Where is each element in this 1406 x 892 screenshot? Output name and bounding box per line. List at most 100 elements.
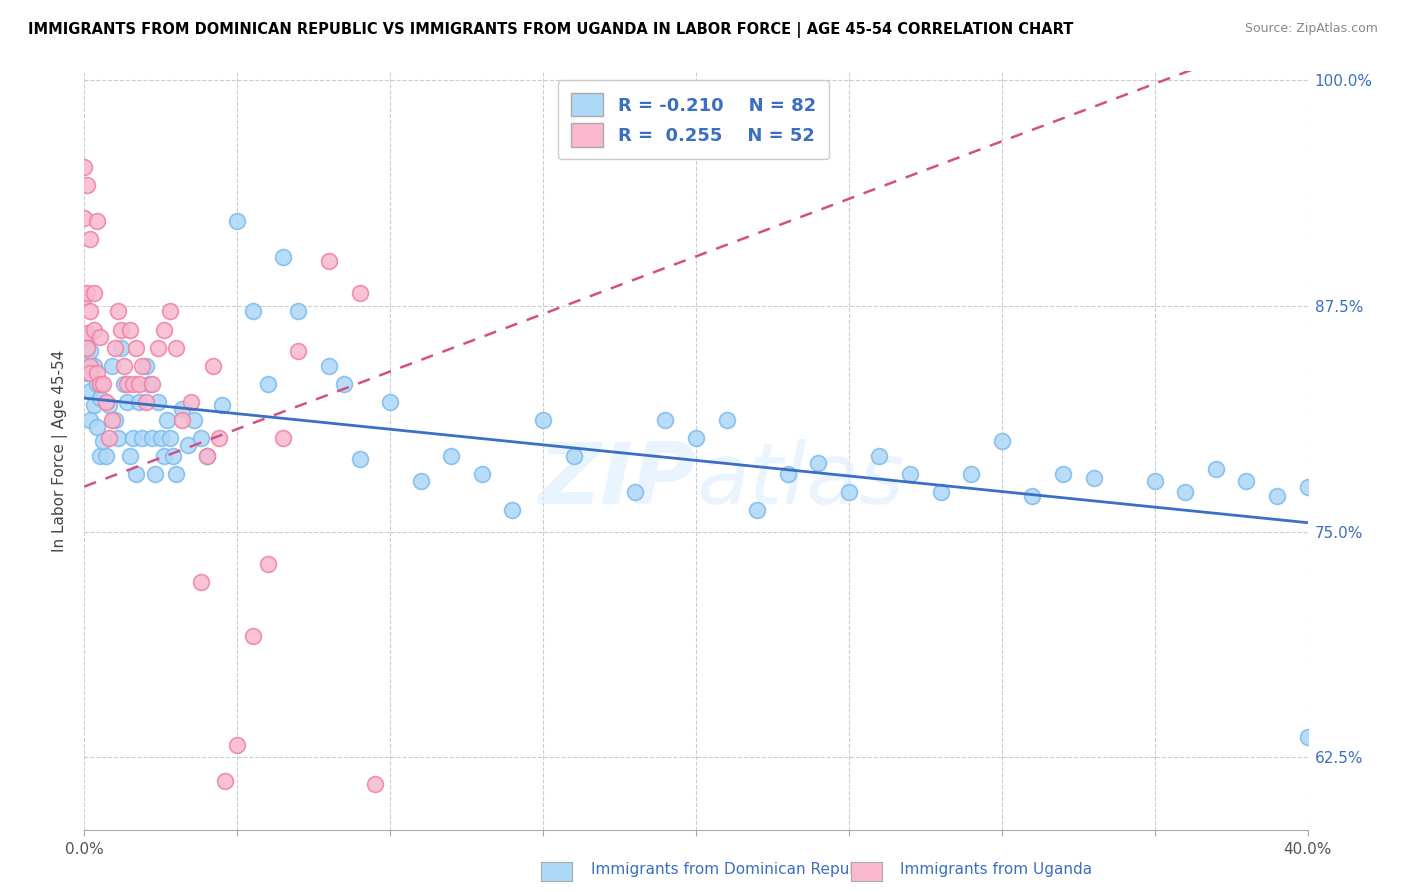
Point [1052, 467, 1074, 481]
Point [86, 366, 108, 380]
Point [1265, 489, 1288, 503]
Point [101, 413, 124, 427]
Point [271, 250, 294, 264]
Point [1205, 461, 1227, 475]
Point [73, 160, 96, 174]
Point [89, 449, 111, 463]
Point [128, 394, 150, 409]
Text: Immigrants from Uganda: Immigrants from Uganda [900, 863, 1092, 877]
Point [79, 384, 101, 398]
Point [747, 503, 769, 517]
Point [135, 394, 157, 409]
Point [869, 449, 891, 463]
Point [271, 431, 294, 445]
Point [76, 329, 98, 343]
Point [531, 413, 554, 427]
Point [122, 376, 145, 391]
Point [86, 376, 108, 391]
Point [146, 394, 169, 409]
Point [153, 322, 176, 336]
Point [128, 376, 150, 391]
Point [502, 503, 524, 517]
Text: Source: ZipAtlas.com: Source: ZipAtlas.com [1244, 22, 1378, 36]
Point [1021, 489, 1043, 503]
Point [172, 413, 194, 427]
Point [960, 467, 983, 481]
Point [471, 467, 494, 481]
Point [91, 434, 114, 449]
Point [76, 326, 98, 340]
Point [172, 401, 194, 416]
Y-axis label: In Labor Force | Age 45-54: In Labor Force | Age 45-54 [52, 350, 69, 551]
Point [257, 376, 280, 391]
Point [125, 341, 148, 355]
Point [716, 413, 738, 427]
Point [135, 359, 157, 373]
Point [318, 359, 340, 373]
Point [195, 449, 218, 463]
Point [1236, 474, 1258, 488]
Point [654, 413, 676, 427]
Point [257, 557, 280, 571]
Point [120, 322, 142, 336]
Point [86, 420, 108, 434]
Point [112, 359, 135, 373]
Point [79, 359, 101, 373]
Point [242, 629, 264, 643]
Point [1083, 470, 1105, 484]
Point [79, 304, 101, 318]
Point [115, 394, 138, 409]
Point [242, 304, 264, 318]
Point [440, 449, 463, 463]
Point [776, 467, 799, 481]
Point [214, 773, 236, 788]
Point [107, 431, 129, 445]
Point [380, 394, 402, 409]
Point [838, 485, 860, 500]
Point [89, 376, 111, 391]
Point [89, 391, 111, 405]
Point [104, 413, 127, 427]
Point [83, 398, 105, 412]
Point [97, 398, 120, 412]
Point [624, 485, 647, 500]
Point [807, 456, 830, 470]
Point [208, 431, 231, 445]
Point [183, 413, 205, 427]
Point [101, 359, 124, 373]
Point [190, 575, 212, 590]
Text: IMMIGRANTS FROM DOMINICAN REPUBLIC VS IMMIGRANTS FROM UGANDA IN LABOR FORCE | AG: IMMIGRANTS FROM DOMINICAN REPUBLIC VS IM… [28, 22, 1074, 38]
Point [110, 341, 132, 355]
Point [287, 304, 309, 318]
Point [83, 286, 105, 301]
Point [97, 431, 120, 445]
Point [131, 431, 153, 445]
Text: Immigrants from Dominican Republic: Immigrants from Dominican Republic [591, 863, 876, 877]
Point [349, 452, 371, 467]
Point [76, 341, 98, 355]
Text: atlas: atlas [696, 439, 904, 523]
Point [226, 738, 249, 752]
Point [162, 449, 184, 463]
Point [180, 394, 202, 409]
Legend: R = -0.210    N = 82, R =  0.255    N = 52: R = -0.210 N = 82, R = 0.255 N = 52 [558, 80, 828, 160]
Point [991, 434, 1014, 449]
Point [104, 341, 127, 355]
Point [287, 344, 309, 359]
Point [79, 232, 101, 246]
Point [76, 353, 98, 368]
Point [89, 329, 111, 343]
Point [685, 431, 707, 445]
Point [201, 359, 224, 373]
Point [226, 214, 249, 228]
Point [125, 467, 148, 481]
Point [110, 322, 132, 336]
Point [1296, 731, 1319, 745]
Point [898, 467, 921, 481]
Point [177, 438, 200, 452]
Point [79, 344, 101, 359]
Point [333, 376, 356, 391]
Point [929, 485, 952, 500]
Point [83, 359, 105, 373]
Point [1296, 479, 1319, 493]
